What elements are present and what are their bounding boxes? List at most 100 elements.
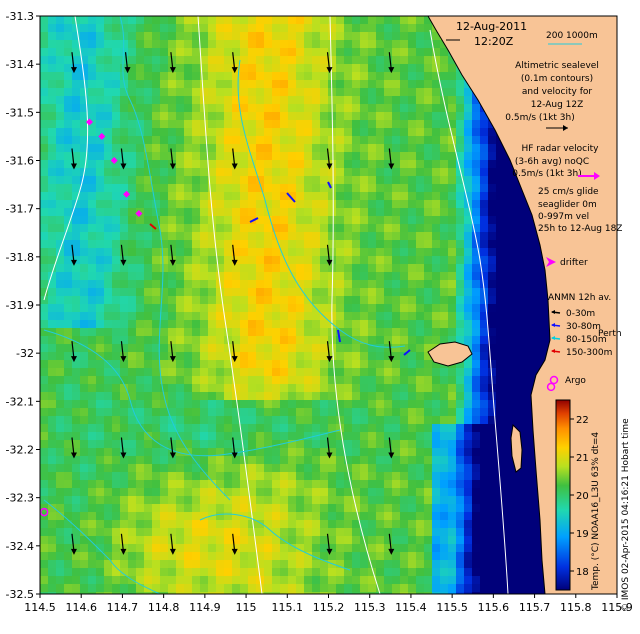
sst-cell [184,40,192,48]
sst-cell [424,32,432,40]
sst-cell [336,64,344,72]
sst-cell [384,136,392,144]
sst-cell [64,80,72,88]
sst-cell [456,360,464,368]
sst-cell [264,232,272,240]
sst-cell [312,344,320,352]
sst-cell [424,104,432,112]
sst-cell [512,320,520,328]
sst-cell [344,280,352,288]
sst-cell [160,552,168,560]
sst-cell [384,336,392,344]
sst-cell [144,184,152,192]
sst-cell [416,288,424,296]
sst-cell [96,24,104,32]
sst-cell [440,544,448,552]
sst-cell [64,504,72,512]
sst-cell [216,256,224,264]
sst-cell [80,320,88,328]
sst-cell [224,128,232,136]
sst-cell [256,176,264,184]
sst-cell [200,192,208,200]
sst-cell [256,288,264,296]
sst-cell [248,296,256,304]
sst-cell [272,112,280,120]
sst-cell [520,520,528,528]
sst-cell [152,120,160,128]
sst-cell [336,16,344,24]
sst-cell [80,544,88,552]
sst-cell [304,416,312,424]
sst-cell [256,192,264,200]
sst-cell [400,160,408,168]
sst-cell [248,368,256,376]
sst-cell [360,552,368,560]
sst-cell [120,128,128,136]
sst-cell [288,48,296,56]
sst-cell [456,248,464,256]
sst-cell [352,288,360,296]
sst-cell [424,480,432,488]
sst-cell [520,288,528,296]
sst-cell [320,136,328,144]
sst-cell [496,368,504,376]
sst-cell [408,144,416,152]
sst-cell [112,392,120,400]
sst-cell [64,448,72,456]
sst-cell [344,112,352,120]
sst-cell [264,216,272,224]
sst-cell [304,368,312,376]
sst-cell [424,144,432,152]
sst-cell [488,184,496,192]
sst-cell [392,64,400,72]
sst-cell [352,232,360,240]
sst-cell [80,272,88,280]
sst-cell [488,344,496,352]
sst-cell [512,272,520,280]
sst-cell [240,320,248,328]
sst-cell [456,272,464,280]
sst-cell [344,408,352,416]
sst-cell [480,496,488,504]
sst-cell [504,248,512,256]
sst-cell [224,112,232,120]
sst-cell [456,144,464,152]
sst-cell [120,368,128,376]
sst-cell [88,392,96,400]
sst-cell [56,16,64,24]
sst-cell [544,328,552,336]
sst-cell [520,296,528,304]
sst-cell [416,408,424,416]
sst-cell [216,360,224,368]
sst-cell [104,176,112,184]
sst-cell [520,488,528,496]
sst-cell [184,88,192,96]
sst-cell [120,192,128,200]
sst-cell [304,24,312,32]
sst-cell [496,328,504,336]
sst-cell [96,136,104,144]
sst-cell [192,432,200,440]
sst-cell [96,152,104,160]
sst-cell [496,552,504,560]
sst-cell [448,216,456,224]
sst-cell [112,224,120,232]
sst-cell [480,456,488,464]
sst-cell [496,160,504,168]
sst-cell [208,392,216,400]
sst-cell [480,312,488,320]
sst-cell [104,56,112,64]
sst-cell [240,32,248,40]
sst-cell [184,232,192,240]
sst-cell [216,32,224,40]
sst-cell [464,88,472,96]
sst-cell [112,136,120,144]
sst-cell [304,16,312,24]
sst-cell [104,480,112,488]
sst-cell [112,112,120,120]
sst-cell [240,384,248,392]
sst-cell [248,312,256,320]
sst-cell [360,88,368,96]
sst-cell [144,288,152,296]
sst-cell [464,544,472,552]
